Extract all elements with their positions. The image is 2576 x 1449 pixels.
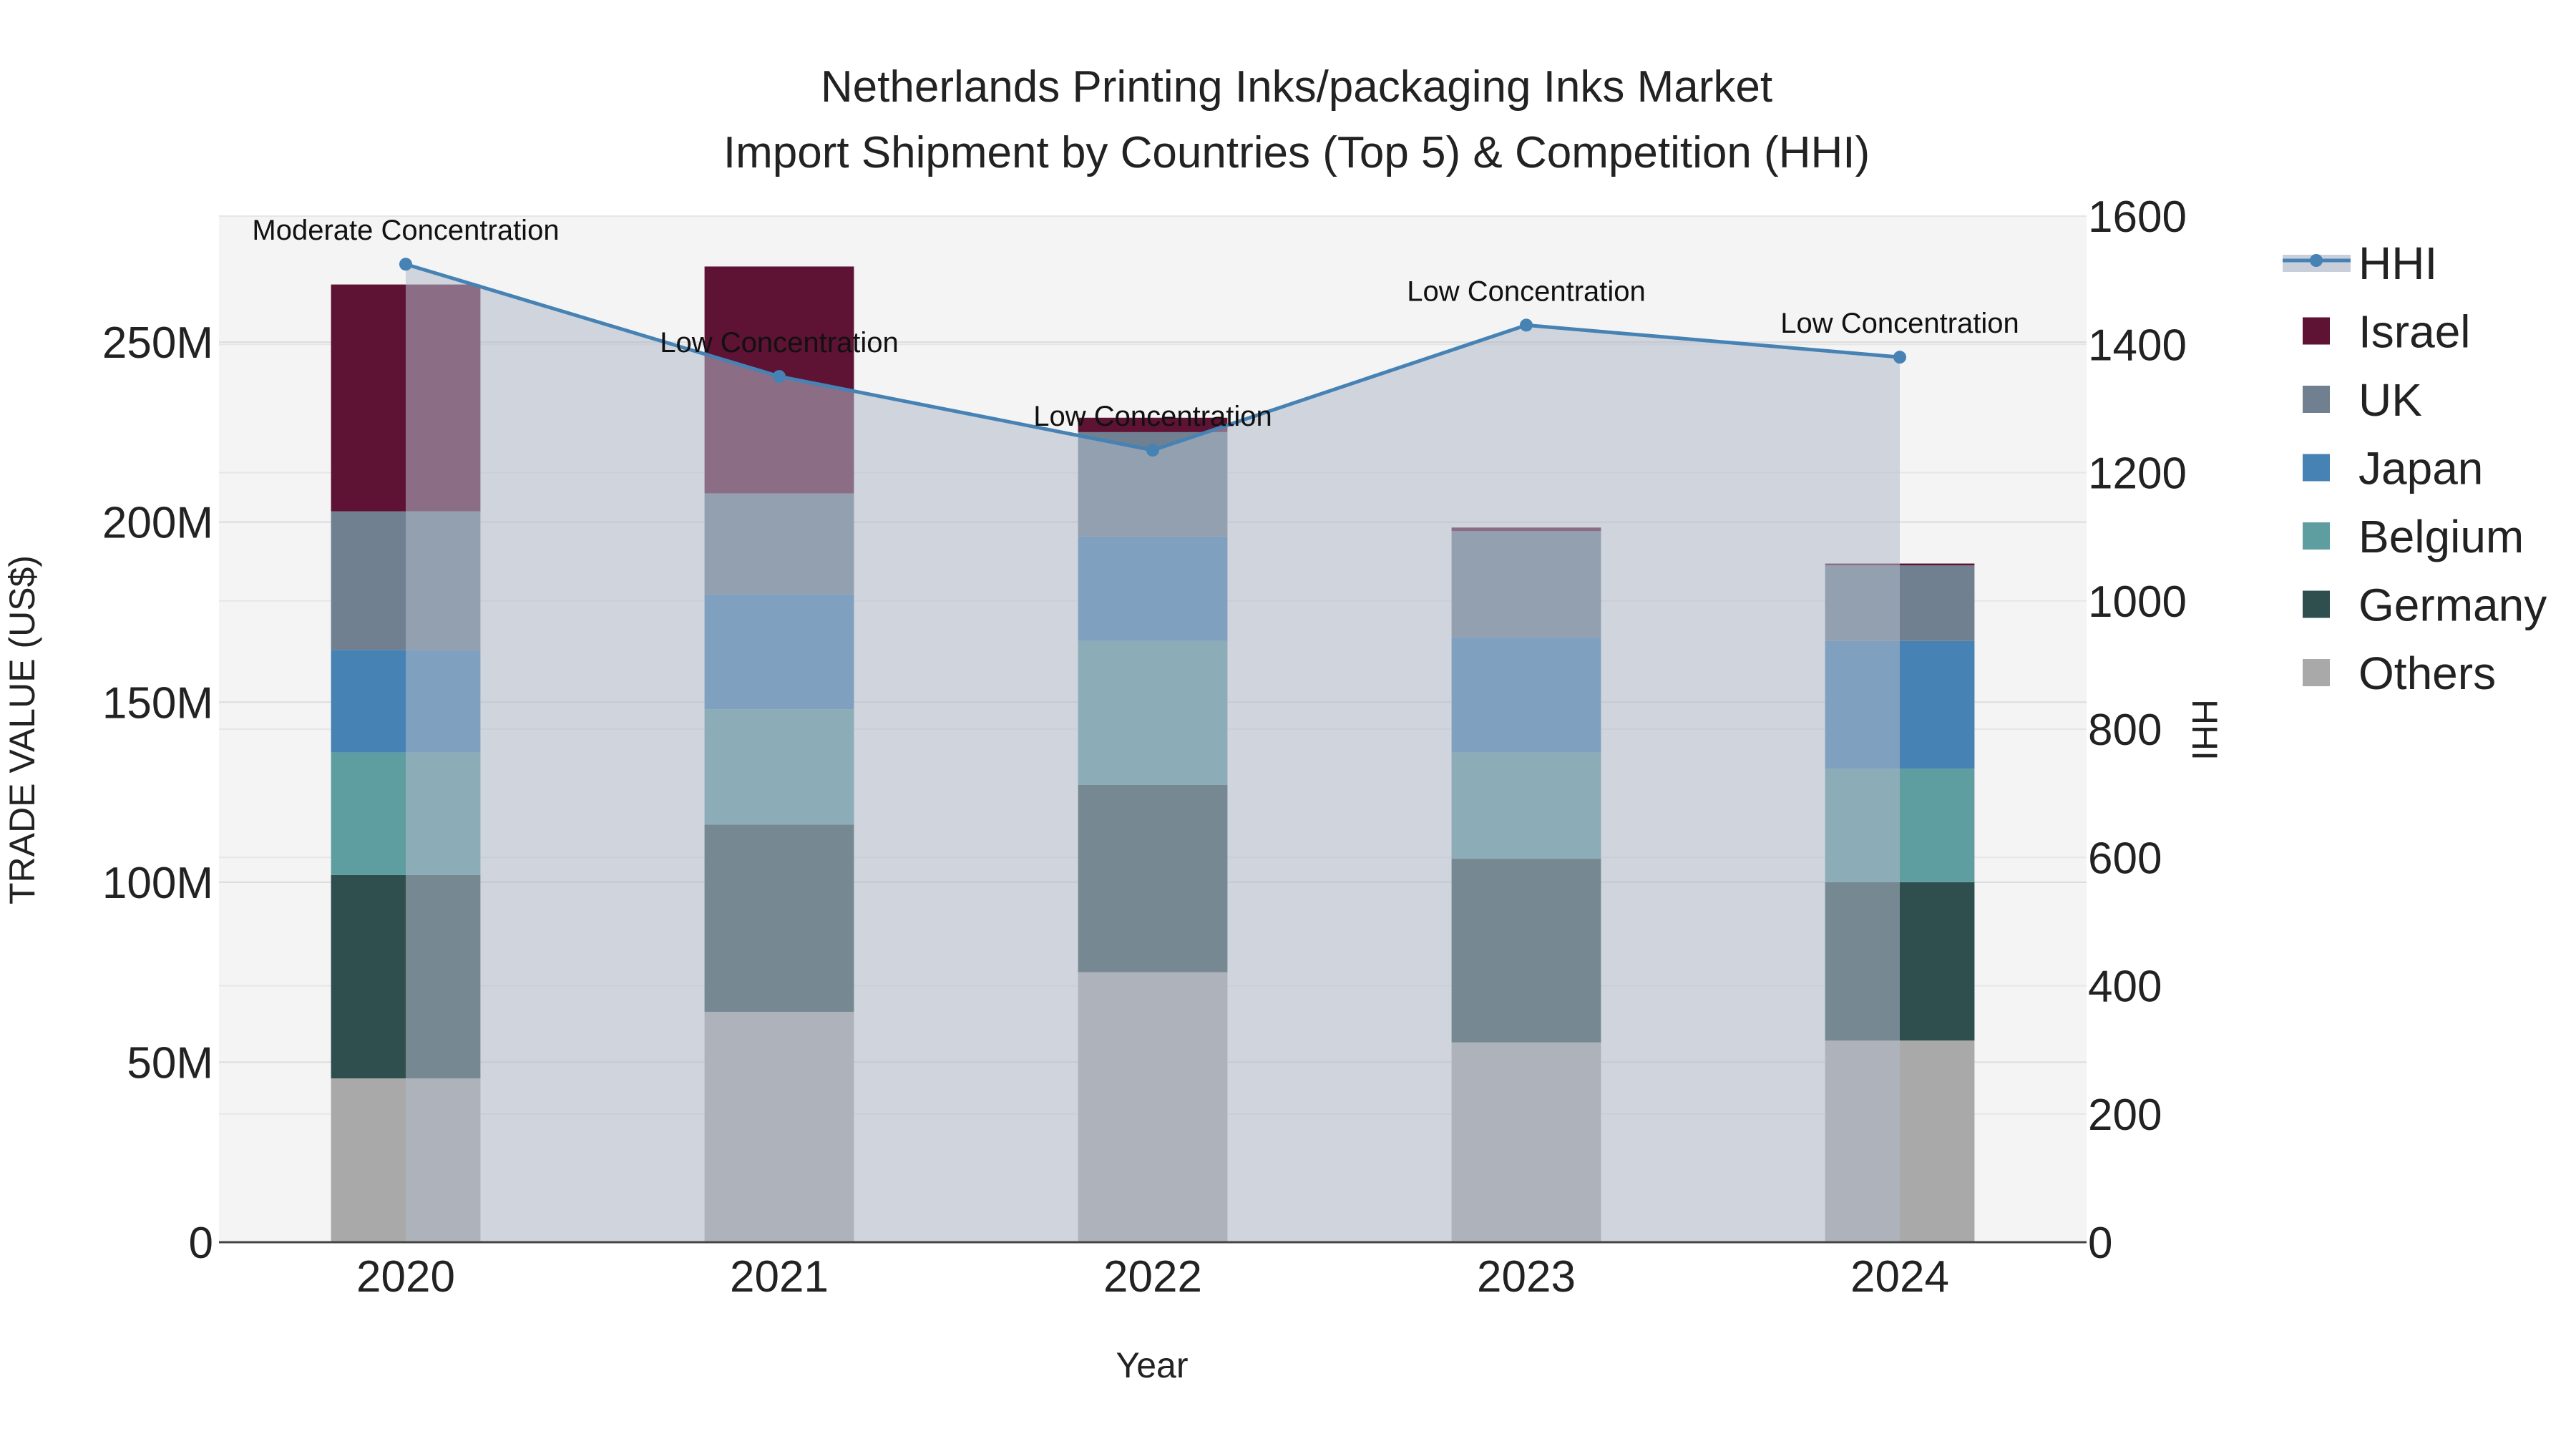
legend-label-uk: UK bbox=[2358, 374, 2422, 426]
legend-item-hhi[interactable]: HHI bbox=[2283, 238, 2437, 289]
x-tick-label-2022: 2022 bbox=[1103, 1252, 1202, 1302]
legend-label-others: Others bbox=[2358, 648, 2496, 699]
y2-axis-title: HHI bbox=[2185, 699, 2225, 761]
legend-label-germany: Germany bbox=[2358, 580, 2547, 631]
x-tick-label-2021: 2021 bbox=[730, 1252, 829, 1302]
x-tick-label-2024: 2024 bbox=[1850, 1252, 1949, 1302]
hhi-point-2024 bbox=[1893, 351, 1906, 364]
chart-title-line2: Import Shipment by Countries (Top 5) & C… bbox=[723, 128, 1870, 177]
hhi-area-fill bbox=[406, 264, 1900, 1242]
legend-hhi-marker bbox=[2310, 254, 2323, 267]
legend-swatch-israel bbox=[2303, 317, 2330, 345]
hhi-line bbox=[399, 258, 1906, 457]
y2-tick-label-7: 1400 bbox=[2088, 321, 2187, 370]
y2-tick-label-6: 1200 bbox=[2088, 449, 2187, 499]
hhi-label-2023: Low Concentration bbox=[1407, 275, 1646, 307]
y2-tick-label-3: 600 bbox=[2088, 834, 2162, 883]
legend-label-hhi: HHI bbox=[2358, 238, 2437, 289]
y-tick-label-2: 100M bbox=[102, 859, 213, 908]
legend-item-uk[interactable]: UK bbox=[2303, 374, 2422, 426]
hhi-area bbox=[406, 264, 1900, 1242]
y2-tick-label-4: 800 bbox=[2088, 706, 2162, 755]
chart-title-line1: Netherlands Printing Inks/packaging Inks… bbox=[821, 62, 1772, 112]
legend-item-belgium[interactable]: Belgium bbox=[2303, 511, 2524, 562]
y-tick-label-0: 0 bbox=[189, 1219, 213, 1268]
y2-tick-label-1: 200 bbox=[2088, 1091, 2162, 1140]
hhi-labels: Moderate Concentration Low Concentration L… bbox=[252, 215, 2019, 432]
legend-item-israel[interactable]: Israel bbox=[2303, 306, 2471, 358]
y-tick-label-1: 50M bbox=[127, 1038, 213, 1088]
hhi-label-2020: Moderate Concentration bbox=[252, 215, 559, 246]
legend-item-others[interactable]: Others bbox=[2303, 648, 2496, 699]
hhi-point-2020 bbox=[399, 258, 412, 271]
y-axis-title: TRADE VALUE (US$) bbox=[2, 555, 42, 904]
y2-tick-label-5: 1000 bbox=[2088, 577, 2187, 627]
legend-swatch-uk bbox=[2303, 386, 2330, 413]
legend-label-israel: Israel bbox=[2358, 306, 2471, 358]
y-tick-label-5: 250M bbox=[102, 318, 213, 368]
legend-swatch-japan bbox=[2303, 454, 2330, 482]
legend-swatch-germany bbox=[2303, 590, 2330, 618]
hhi-label-2021: Low Concentration bbox=[660, 327, 899, 358]
legend-item-germany[interactable]: Germany bbox=[2303, 580, 2547, 631]
hhi-label-2022: Low Concentration bbox=[1033, 401, 1272, 432]
legend: HHI Israel UK Japan Belgium Germany Others bbox=[2283, 238, 2547, 699]
y-tick-label-4: 200M bbox=[102, 499, 213, 548]
hhi-point-2023 bbox=[1520, 318, 1533, 332]
legend-item-japan[interactable]: Japan bbox=[2303, 443, 2483, 494]
legend-label-japan: Japan bbox=[2358, 443, 2483, 494]
y2-tick-label-2: 400 bbox=[2088, 962, 2162, 1012]
x-tick-label-2023: 2023 bbox=[1477, 1252, 1576, 1302]
hhi-label-2024: Low Concentration bbox=[1780, 308, 2019, 339]
y-tick-label-3: 150M bbox=[102, 678, 213, 728]
x-tick-label-2020: 2020 bbox=[356, 1252, 455, 1302]
legend-label-belgium: Belgium bbox=[2358, 511, 2524, 562]
y2-tick-label-0: 0 bbox=[2088, 1219, 2112, 1268]
legend-swatch-belgium bbox=[2303, 522, 2330, 550]
hhi-point-2022 bbox=[1146, 444, 1159, 457]
x-axis-title: Year bbox=[1116, 1345, 1188, 1385]
bar-israel-2022 bbox=[1078, 417, 1228, 432]
axes: 0 50M 100M 150M 200M 250M 0 200 400 600 800 1000 120… bbox=[102, 192, 2187, 1302]
legend-swatch-others bbox=[2303, 659, 2330, 686]
hhi-point-2021 bbox=[773, 370, 786, 384]
y2-tick-label-8: 1600 bbox=[2088, 192, 2187, 242]
